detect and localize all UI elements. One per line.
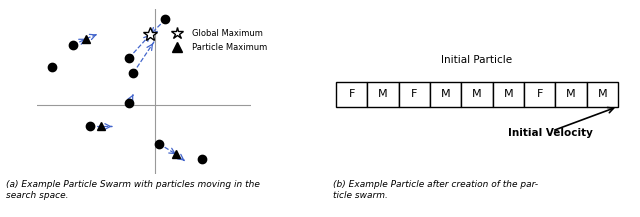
Text: Initial Particle: Initial Particle	[442, 55, 513, 65]
Text: Initial Velocity: Initial Velocity	[508, 128, 593, 138]
Text: M: M	[504, 89, 513, 99]
Text: F: F	[411, 89, 417, 99]
Text: (a) Example Particle Swarm with particles moving in the
search space.: (a) Example Particle Swarm with particle…	[6, 180, 260, 199]
Text: M: M	[566, 89, 576, 99]
Bar	[399, 82, 430, 107]
Text: F: F	[536, 89, 543, 99]
Bar	[430, 82, 461, 107]
Bar	[556, 82, 587, 107]
Bar	[336, 82, 367, 107]
Bar	[524, 82, 556, 107]
Text: M: M	[441, 89, 451, 99]
Bar	[587, 82, 618, 107]
Legend: Global Maximum, Particle Maximum: Global Maximum, Particle Maximum	[165, 26, 271, 55]
Bar	[367, 82, 399, 107]
Text: (b) Example Particle after creation of the par-
ticle swarm.: (b) Example Particle after creation of t…	[333, 180, 538, 199]
Bar	[493, 82, 524, 107]
Text: M: M	[472, 89, 482, 99]
Text: M: M	[378, 89, 388, 99]
Text: M: M	[598, 89, 607, 99]
Text: F: F	[348, 89, 355, 99]
Bar	[461, 82, 493, 107]
